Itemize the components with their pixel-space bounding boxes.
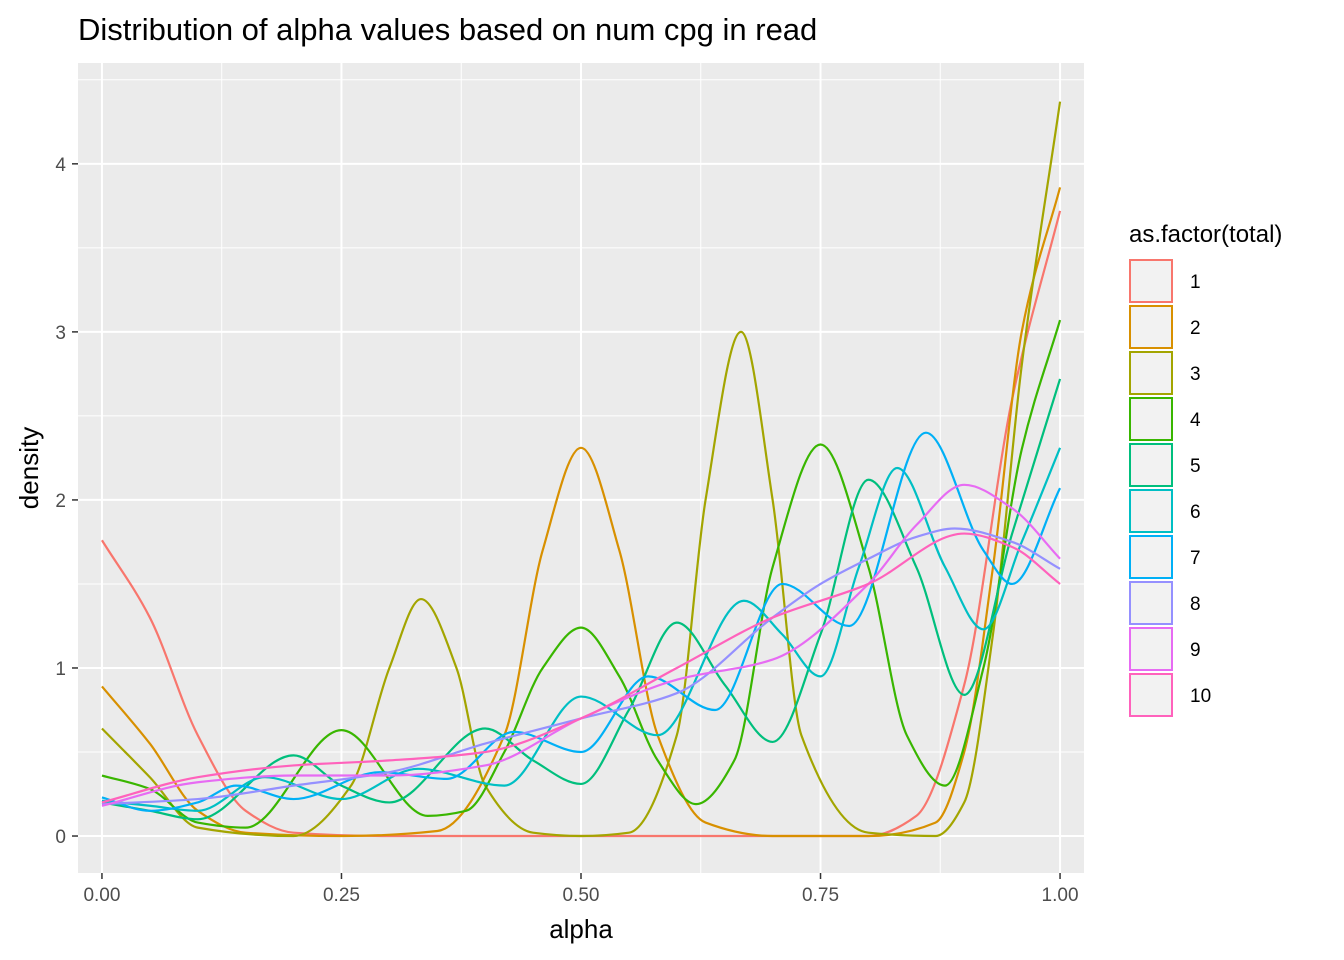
legend-key-2 xyxy=(1129,305,1173,349)
density-line-7 xyxy=(101,431,1062,812)
density-line-6 xyxy=(101,447,1062,812)
density-line-9 xyxy=(101,483,1061,807)
x-axis: 0.00 0.25 0.50 0.75 1.00 xyxy=(83,873,1079,906)
legend-key-4 xyxy=(1129,397,1173,441)
x-tick-label: 0.00 xyxy=(83,885,120,906)
legend-key-8 xyxy=(1129,581,1173,625)
legend-key-5 xyxy=(1129,443,1173,487)
y-tick-label: 3 xyxy=(55,323,66,344)
density-line-8 xyxy=(101,527,1061,806)
x-tick-label: 0.50 xyxy=(563,885,600,906)
y-tick-label: 2 xyxy=(55,491,66,512)
density-line-4 xyxy=(101,319,1062,829)
legend-title: as.factor(total) xyxy=(1129,221,1282,248)
legend-label-5: 5 xyxy=(1190,456,1201,477)
legend-label-10: 10 xyxy=(1190,686,1211,707)
density-line-3 xyxy=(101,101,1062,838)
legend-label-7: 7 xyxy=(1190,548,1201,569)
chart-title: Distribution of alpha values based on nu… xyxy=(78,12,817,47)
x-axis-title: alpha xyxy=(549,914,613,944)
legend-key-6 xyxy=(1129,489,1173,533)
legend-key-3 xyxy=(1129,351,1173,395)
legend-key-7 xyxy=(1129,535,1173,579)
legend-key-9 xyxy=(1129,627,1173,671)
legend-label-6: 6 xyxy=(1190,502,1201,523)
y-tick-label: 1 xyxy=(55,659,66,680)
legend-key-10 xyxy=(1129,673,1173,717)
x-tick-label: 0.75 xyxy=(802,885,839,906)
legend-keys: 1 2 3 4 5 6 7 8 9 10 xyxy=(1129,259,1211,717)
density-line-10 xyxy=(101,532,1061,804)
legend-label-1: 1 xyxy=(1190,272,1201,293)
series-lines xyxy=(101,101,1062,838)
legend-label-3: 3 xyxy=(1190,364,1201,385)
legend-label-8: 8 xyxy=(1190,594,1201,615)
y-tick-label: 0 xyxy=(55,827,66,848)
x-tick-label: 1.00 xyxy=(1042,885,1079,906)
density-line-5 xyxy=(101,378,1062,821)
y-tick-label: 4 xyxy=(55,155,66,176)
legend-label-9: 9 xyxy=(1190,640,1201,661)
y-axis: 0 1 2 3 4 xyxy=(55,155,78,848)
legend-label-4: 4 xyxy=(1190,410,1201,431)
x-tick-label: 0.25 xyxy=(323,885,360,906)
y-axis-title: density xyxy=(14,427,44,509)
legend: as.factor(total) 1 2 3 4 5 6 7 8 9 10 xyxy=(1129,221,1282,717)
legend-key-1 xyxy=(1129,259,1173,303)
legend-label-2: 2 xyxy=(1190,318,1201,339)
